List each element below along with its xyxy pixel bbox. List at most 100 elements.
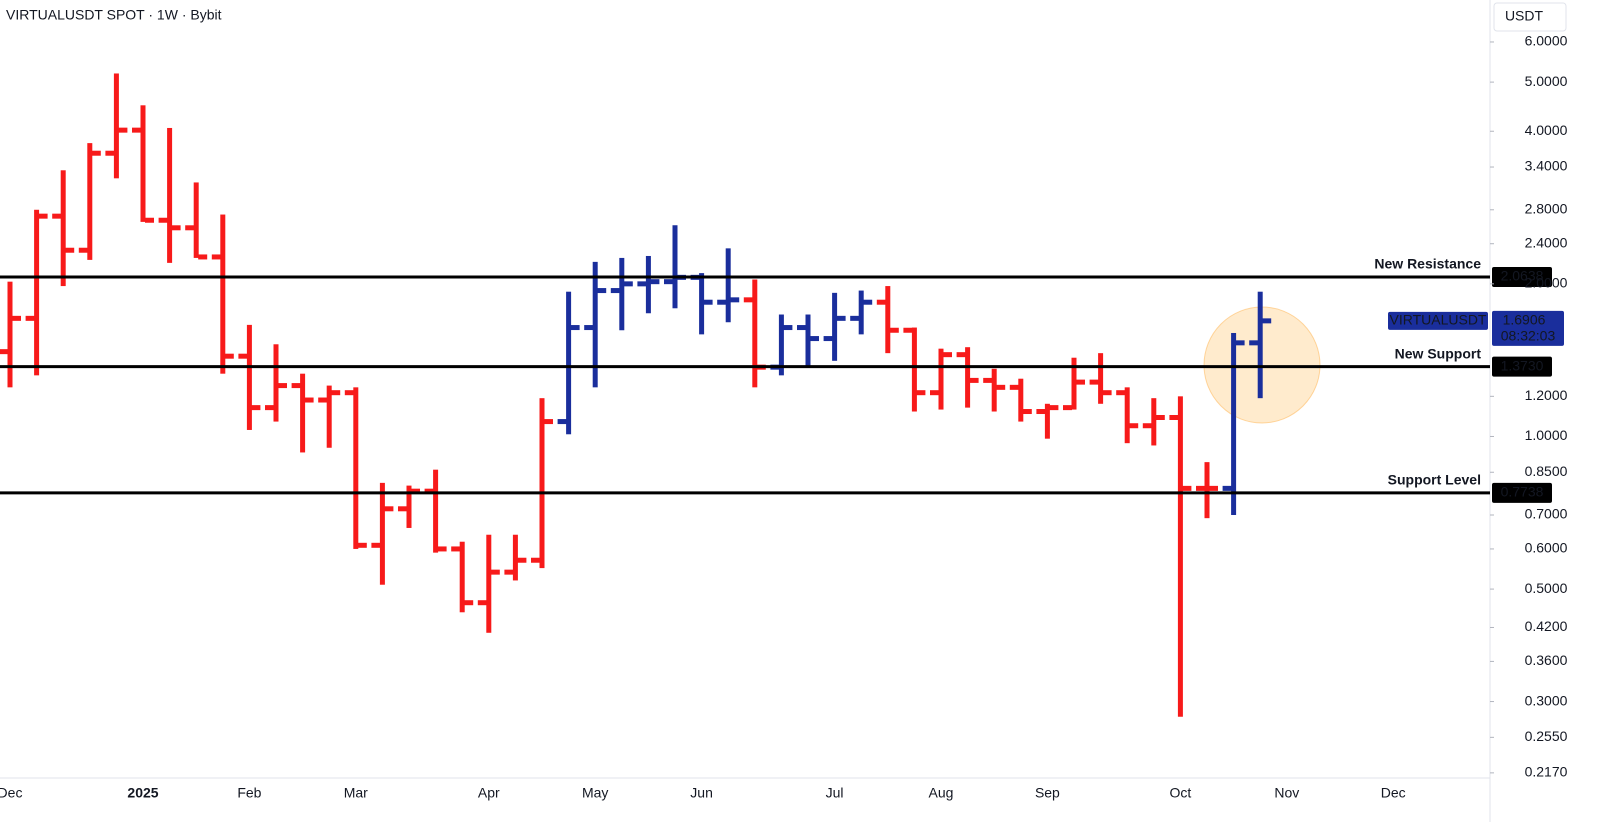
ohlc-close (384, 506, 394, 512)
ohlc-close (570, 325, 580, 331)
ohlc-close (171, 225, 181, 231)
ohlc-range (1044, 403, 1050, 439)
ohlc-open (876, 299, 886, 305)
level-name: Support Level (1388, 472, 1481, 488)
ohlc-open (477, 600, 487, 606)
ohlc-close (703, 299, 713, 305)
y-tick-label: 1.0000 (1525, 427, 1568, 443)
ohlc-range (34, 209, 40, 376)
ohlc-open (1222, 485, 1232, 491)
ohlc-range (911, 327, 917, 412)
y-tick-label: 0.5000 (1525, 580, 1568, 596)
ohlc-close (198, 254, 208, 260)
ohlc-range (699, 273, 705, 335)
ohlc-close (1022, 409, 1032, 415)
y-tick-label: 0.3000 (1525, 692, 1568, 708)
ohlc-close (464, 600, 474, 606)
chart-title: VIRTUALUSDT SPOT · 1W · Bybit (6, 7, 222, 23)
ohlc-range (113, 73, 119, 179)
ohlc-range (1071, 357, 1077, 410)
ohlc-range (486, 534, 492, 633)
ohlc-close (278, 383, 287, 389)
ohlc-open (185, 225, 195, 231)
last-price-label: 1.6906 (1503, 312, 1546, 328)
ohlc-open (1089, 379, 1099, 385)
ohlc-open (850, 315, 860, 321)
ohlc-open (371, 542, 381, 548)
ohlc-range (246, 324, 252, 430)
ohlc-close (1049, 405, 1059, 411)
ohlc-open (743, 297, 753, 303)
ohlc-range (1124, 387, 1130, 444)
y-tick-label: 2.8000 (1525, 200, 1568, 216)
ohlc-range (1177, 396, 1183, 717)
ohlc-range (619, 257, 625, 331)
y-tick-label: 6.0000 (1525, 33, 1568, 49)
currency-box (1493, 2, 1567, 32)
ohlc-open (265, 405, 274, 411)
ohlc-range (885, 286, 891, 354)
ohlc-open (291, 383, 301, 389)
ohlc-open (717, 299, 727, 305)
x-tick-label: Nov (1274, 785, 1299, 801)
ohlc-close (251, 405, 261, 411)
y-tick-label: 5.0000 (1525, 73, 1568, 89)
ohlc-open (983, 377, 993, 383)
ohlc-close (1182, 485, 1192, 491)
ohlc-range (220, 214, 226, 374)
ohlc-close (12, 315, 21, 321)
ohlc-close (1209, 485, 1218, 491)
ohlc-open (1142, 423, 1152, 429)
ohlc-close (1076, 379, 1085, 385)
ohlc-range (379, 482, 385, 585)
ohlc-close (490, 569, 500, 575)
ohlc-close (544, 419, 553, 425)
ohlc-open (930, 390, 939, 396)
ohlc-close (91, 150, 101, 156)
ohlc-open (451, 546, 461, 552)
ohlc-close (730, 297, 740, 303)
ohlc-open (584, 325, 594, 331)
ohlc-range (140, 105, 146, 222)
ohlc-range (672, 225, 678, 309)
ohlc-close (810, 336, 819, 342)
y-tick-label: 0.3600 (1525, 652, 1568, 668)
currency: USDT (1505, 8, 1544, 24)
ohlc-open (25, 315, 35, 321)
ohlc-open (1116, 390, 1126, 396)
ohlc-range (965, 347, 971, 408)
y-tick-label: 0.4200 (1525, 618, 1568, 634)
ohlc-close (597, 288, 607, 294)
ohlc-open (664, 279, 673, 285)
bars (0, 73, 1272, 717)
y-tick-label: 0.2550 (1525, 728, 1568, 744)
ohlc-range (778, 314, 784, 376)
ohlc-close (1102, 390, 1112, 396)
level-tag (1492, 266, 1552, 287)
level-tag (1492, 356, 1552, 377)
y-tick-label: 0.8500 (1525, 463, 1568, 479)
ohlc-range (752, 279, 758, 388)
ohlc-open (238, 353, 248, 359)
ohlc-close (224, 353, 234, 359)
ohlc-range (566, 291, 572, 435)
ohlc-open (105, 150, 115, 156)
ohlc-open (78, 247, 88, 253)
ohlc-range (326, 385, 332, 448)
ohlc-close (1129, 423, 1139, 429)
y-tick-label: 2.0000 (1525, 275, 1568, 291)
ohlc-range (167, 127, 173, 263)
ohlc-range (60, 170, 66, 287)
series-tag-label: VIRTUALUSDT (1390, 312, 1487, 328)
ohlc-range (300, 373, 306, 453)
ohlc-open (610, 288, 620, 294)
ohlc-range (725, 248, 731, 323)
ohlc-open (52, 213, 62, 219)
ohlc-open (823, 336, 833, 342)
ohlc-close (145, 217, 154, 223)
x-tick-label: Oct (1170, 785, 1192, 801)
ohlc-open (158, 217, 168, 223)
level-tag-label: 0.7738 (1501, 484, 1544, 500)
